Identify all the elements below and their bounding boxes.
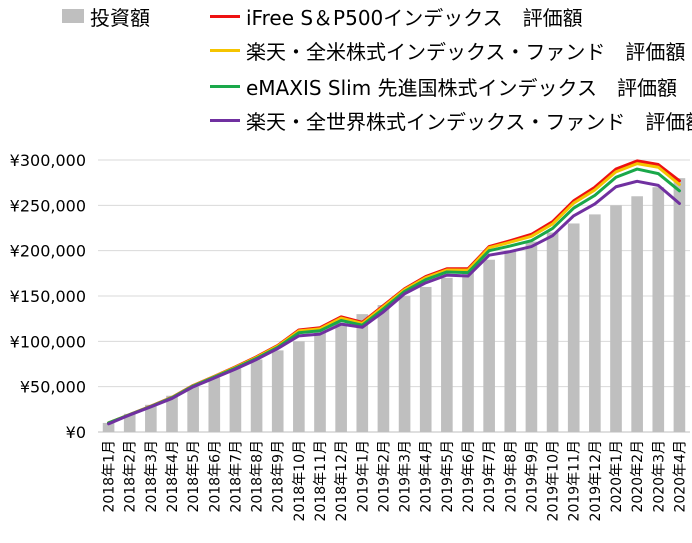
bar [314, 332, 326, 432]
legend-label-ifree-sp500: iFree S＆P500インデックス 評価額 [246, 5, 583, 30]
y-tick-label: ¥100,000 [10, 332, 86, 351]
bar [377, 305, 390, 432]
bar [504, 250, 517, 432]
legend-swatch-rakuten-world [210, 118, 240, 122]
legend-item-investment: 投資額 [62, 2, 150, 30]
x-tick-label: 2018年5月 [186, 440, 202, 513]
y-tick-label: ¥0 [66, 423, 86, 442]
x-axis-ticks: 2018年1月 2018年2月 2018年3月 2018年4月 2018年5月 2018年… [102, 440, 689, 521]
y-tick-label: ¥200,000 [10, 242, 86, 261]
x-tick-label: 2019年7月 [482, 440, 498, 513]
x-tick-label: 2019年4月 [419, 440, 435, 513]
legend-label-emaxis-slim: eMAXIS Slim 先進国株式インデックス 評価額 [246, 75, 677, 100]
bar [187, 386, 199, 432]
x-tick-label: 2018年9月 [271, 440, 287, 513]
bar-series-investment [102, 178, 686, 432]
bar [145, 404, 157, 432]
bar [567, 223, 580, 432]
x-tick-label: 2019年1月 [355, 440, 371, 513]
bar [398, 296, 411, 432]
bar [229, 368, 242, 432]
bar [631, 196, 643, 432]
x-tick-label: 2019年11月 [567, 440, 583, 521]
bar [335, 323, 347, 432]
x-tick-label: 2019年6月 [461, 440, 477, 513]
bar [419, 286, 432, 432]
bar [166, 395, 178, 432]
bar [652, 187, 665, 432]
x-tick-label: 2019年2月 [376, 440, 392, 513]
bar [589, 214, 601, 432]
y-axis-ticks: ¥0 ¥50,000 ¥100,000 ¥150,000 ¥200,000 ¥250,00… [10, 151, 86, 442]
bar [102, 422, 115, 432]
bar [293, 341, 305, 432]
bar [250, 359, 263, 432]
legend-item-rakuten-us: 楽天・全米株式インデックス・ファンド 評価額 [210, 36, 685, 64]
y-tick-label: ¥250,000 [10, 196, 86, 215]
legend-swatch-ifree-sp500 [210, 14, 240, 18]
x-tick-label: 2019年12月 [588, 440, 604, 521]
legend-item-rakuten-world: 楽天・全世界株式インデックス・ファンド 評価額 [210, 106, 692, 134]
bar [462, 268, 474, 432]
legend: 投資額 iFree S＆P500インデックス 評価額 楽天・全米株式インデックス… [62, 2, 692, 134]
bar [483, 259, 495, 432]
x-tick-label: 2018年3月 [144, 440, 160, 513]
x-tick-label: 2018年4月 [165, 440, 181, 513]
legend-item-emaxis-slim: eMAXIS Slim 先進国株式インデックス 評価額 [210, 72, 677, 100]
x-tick-label: 2018年11月 [313, 440, 329, 521]
series-line-3 [107, 179, 681, 426]
bar [525, 241, 538, 432]
legend-swatch-emaxis-slim [210, 84, 240, 88]
x-tick-label: 2018年12月 [334, 440, 350, 521]
legend-swatch-investment [62, 9, 84, 23]
x-tick-label: 2018年6月 [207, 440, 223, 513]
legend-label-investment: 投資額 [90, 5, 150, 30]
y-tick-label: ¥300,000 [10, 151, 86, 170]
line-series [107, 159, 681, 426]
x-tick-label: 2019年10月 [546, 440, 562, 521]
y-tick-label: ¥150,000 [10, 287, 86, 306]
x-tick-label: 2019年3月 [398, 440, 414, 513]
legend-label-rakuten-world: 楽天・全世界株式インデックス・ファンド 評価額 [246, 109, 692, 134]
x-tick-label: 2018年10月 [292, 440, 308, 521]
x-tick-label: 2019年8月 [503, 440, 519, 513]
x-tick-label: 2018年2月 [123, 440, 139, 513]
legend-item-ifree-sp500: iFree S＆P500インデックス 評価額 [210, 2, 583, 30]
x-tick-label: 2019年9月 [524, 440, 540, 513]
legend-swatch-rakuten-us [210, 48, 240, 52]
bar [610, 205, 622, 432]
x-tick-label: 2018年1月 [102, 440, 118, 513]
x-tick-label: 2020年4月 [672, 440, 688, 513]
x-tick-label: 2018年8月 [250, 440, 266, 513]
bar [673, 178, 686, 432]
x-tick-label: 2020年2月 [630, 440, 646, 513]
bar [271, 350, 284, 432]
x-tick-label: 2020年3月 [651, 440, 667, 513]
x-tick-label: 2019年5月 [440, 440, 456, 513]
legend-label-rakuten-us: 楽天・全米株式インデックス・ファンド 評価額 [246, 39, 686, 64]
bar [441, 277, 453, 432]
x-tick-label: 2020年1月 [609, 440, 625, 513]
bar [356, 314, 369, 432]
bar [208, 377, 221, 432]
y-tick-label: ¥50,000 [20, 378, 86, 397]
x-tick-label: 2018年7月 [228, 440, 244, 513]
bar [123, 413, 136, 432]
bar [546, 232, 559, 432]
